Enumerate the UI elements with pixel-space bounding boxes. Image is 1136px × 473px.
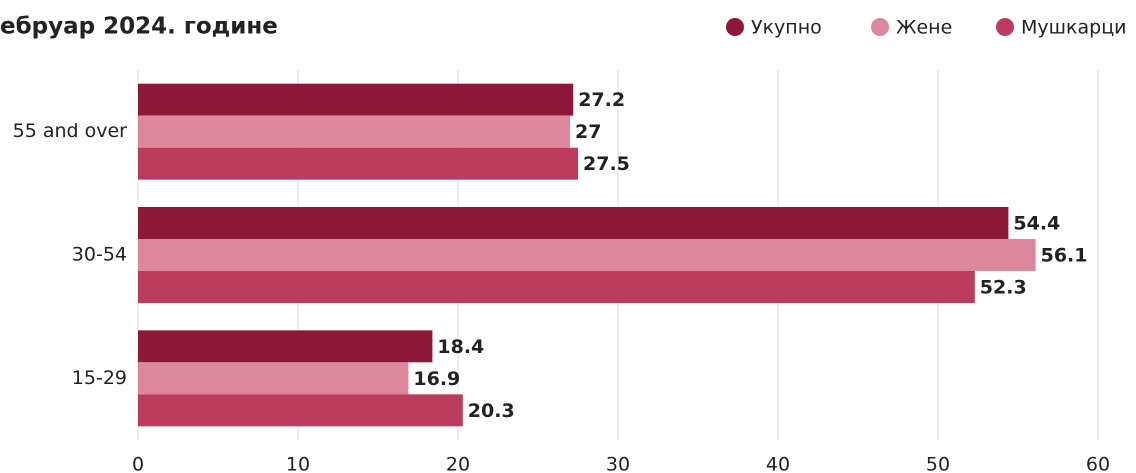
x-tick-label: 20: [446, 454, 470, 473]
y-tick-label: 30-54: [72, 244, 127, 266]
legend-label: Мушкарци: [1021, 17, 1126, 39]
value-label: 20.3: [468, 400, 515, 422]
bar: [138, 362, 409, 395]
y-tick-label: 55 and over: [13, 120, 128, 142]
value-label: 27.2: [578, 89, 625, 111]
y-tick-label: 15-29: [72, 367, 127, 389]
legend-label: Укупно: [751, 17, 822, 39]
value-label: 52.3: [980, 277, 1027, 299]
value-label: 27: [575, 121, 601, 143]
x-tick-label: 50: [926, 454, 950, 473]
legend-marker: [726, 18, 744, 36]
value-label: 16.9: [413, 368, 460, 390]
x-tick-label: 40: [766, 454, 790, 473]
x-tick-label: 60: [1086, 454, 1110, 473]
bar: [138, 239, 1036, 271]
x-tick-label: 30: [606, 454, 630, 473]
x-tick-label: 0: [132, 454, 144, 473]
value-label: 56.1: [1041, 245, 1088, 267]
value-label: 27.5: [583, 153, 630, 175]
bar: [138, 271, 975, 303]
legend-label: Жене: [896, 17, 952, 39]
value-label: 18.4: [437, 336, 484, 358]
chart-title: ебруар 2024. године: [0, 14, 278, 40]
bar: [138, 147, 578, 180]
bar: [138, 115, 570, 148]
bar: [138, 83, 574, 116]
bar: [138, 394, 463, 427]
x-tick-label: 10: [286, 454, 310, 473]
legend-marker: [871, 18, 889, 36]
value-label: 54.4: [1013, 213, 1060, 235]
bar: [138, 330, 433, 363]
bar: [138, 207, 1009, 239]
legend-marker: [996, 18, 1014, 36]
